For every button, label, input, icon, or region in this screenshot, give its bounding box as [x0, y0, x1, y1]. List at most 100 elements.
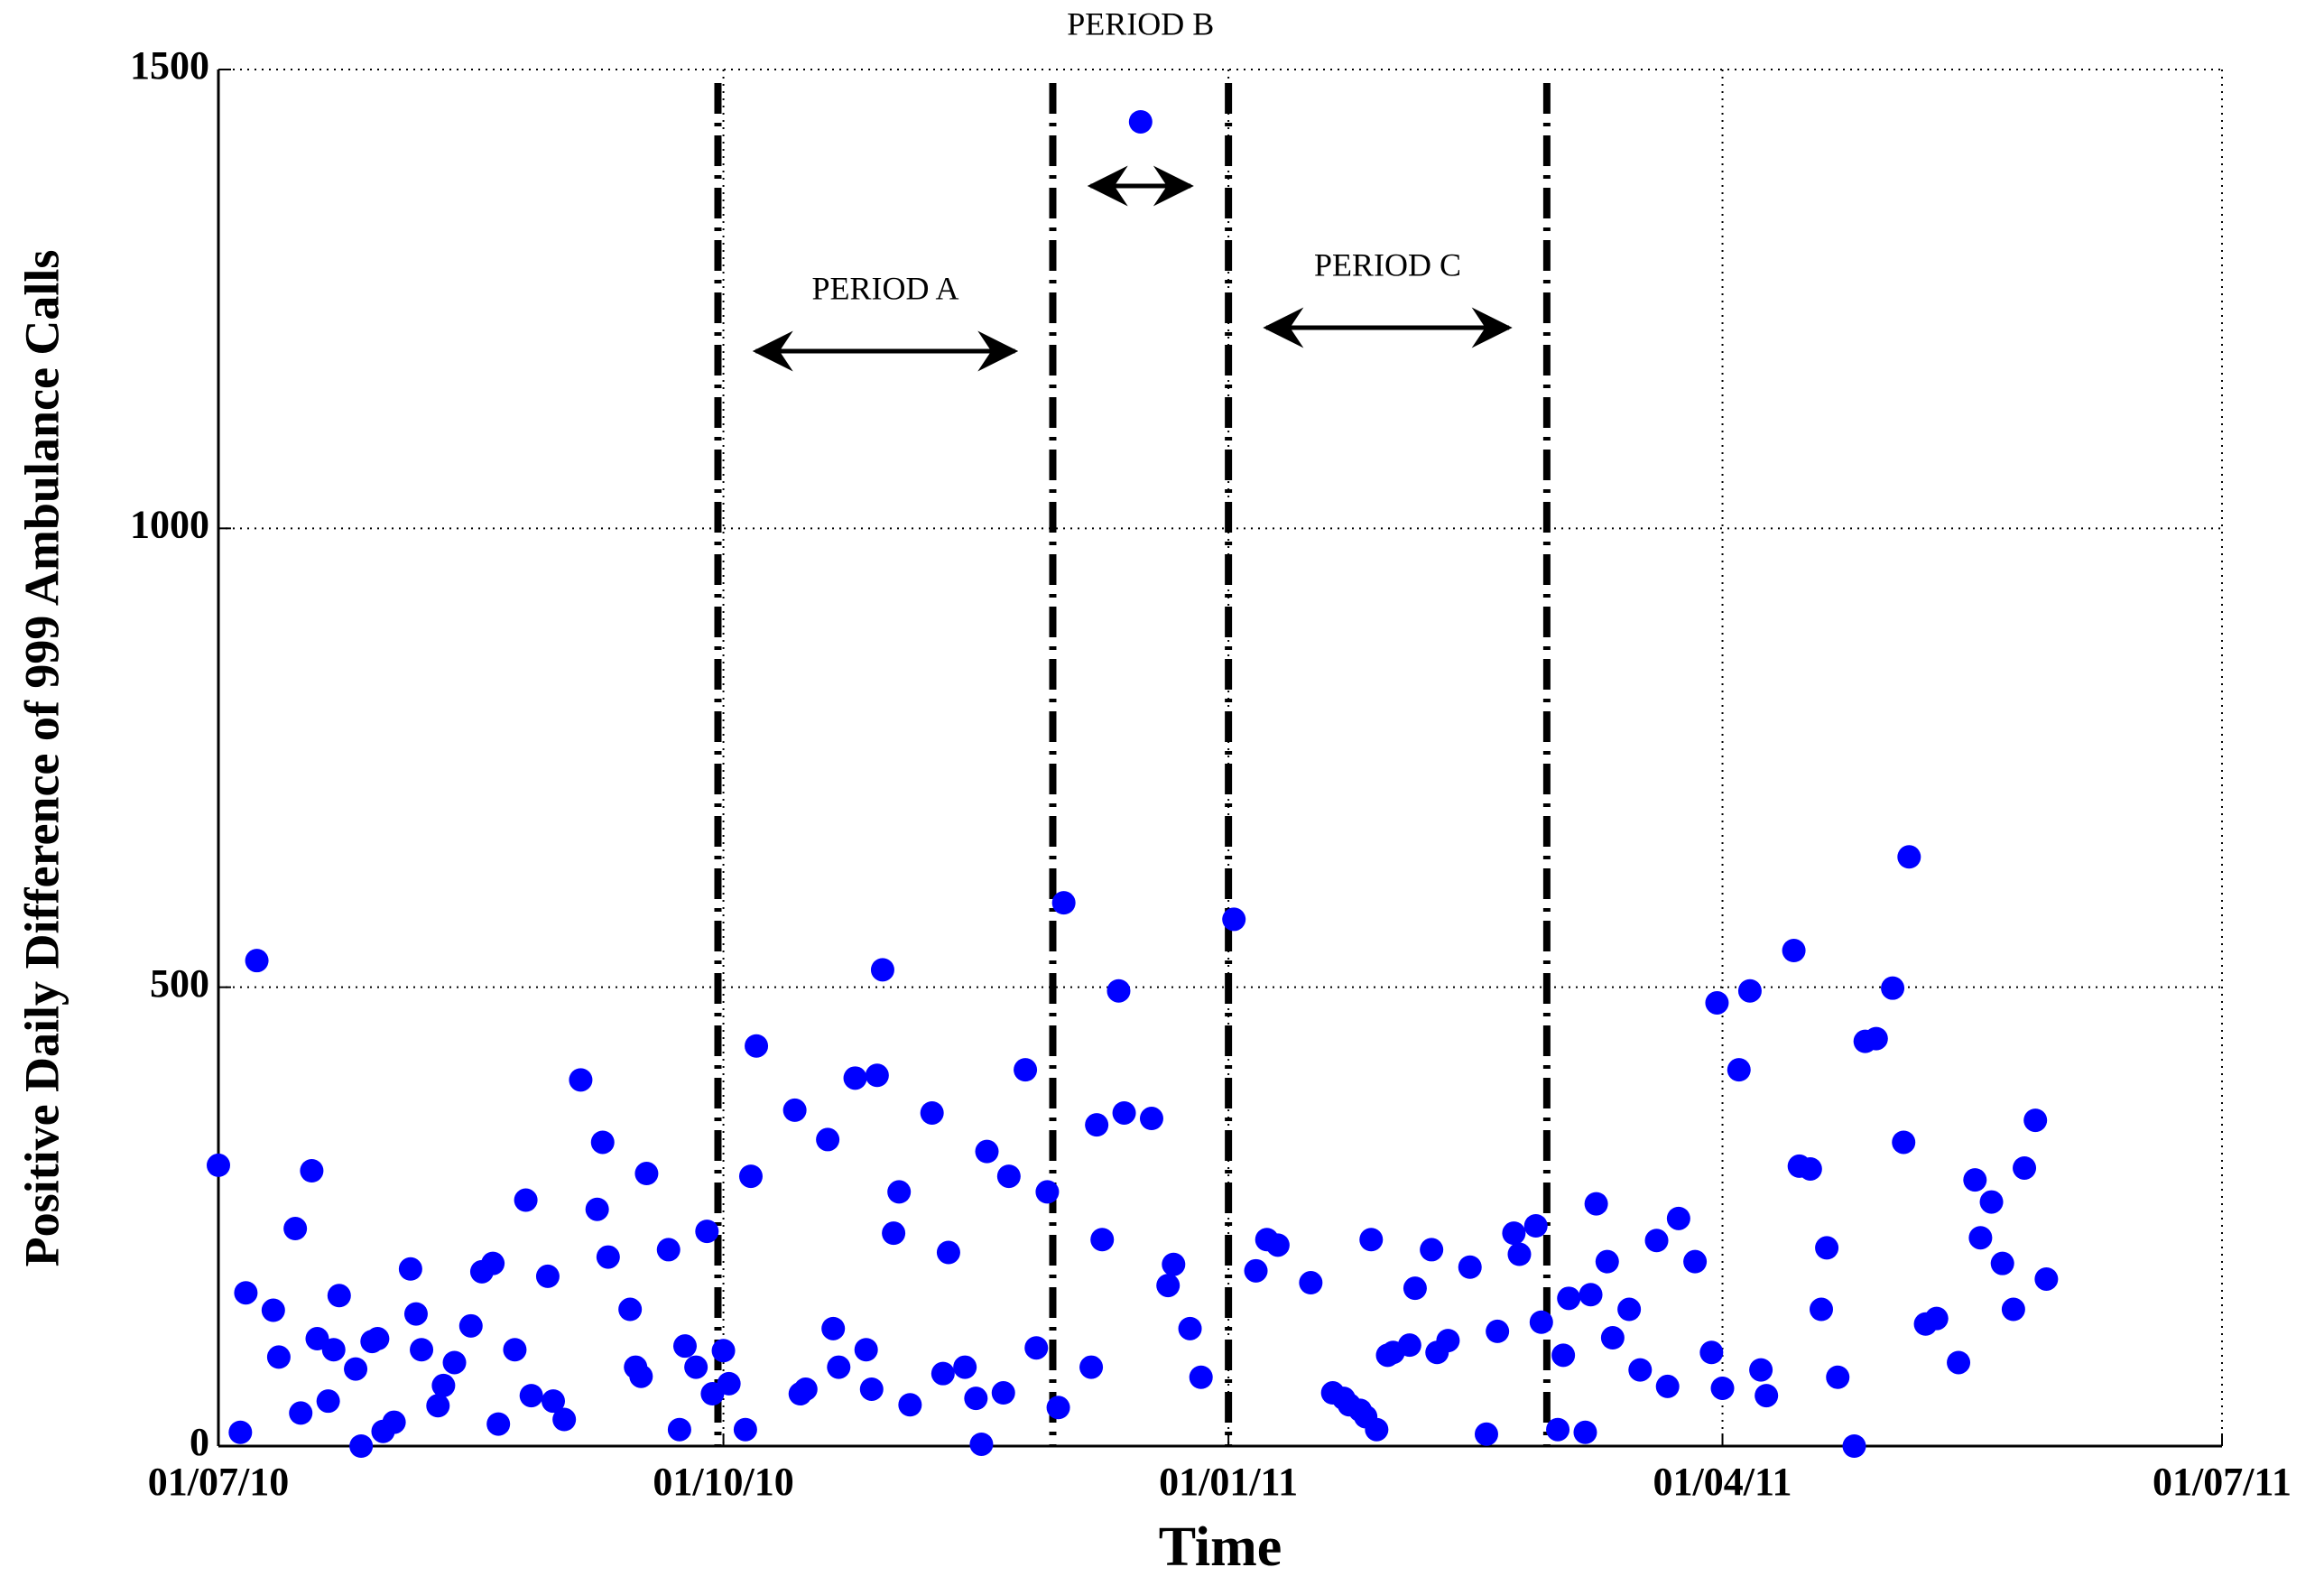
data-point — [816, 1127, 840, 1152]
data-point — [300, 1159, 324, 1183]
data-point — [542, 1389, 566, 1414]
data-point — [1727, 1058, 1751, 1082]
data-point — [1782, 939, 1806, 962]
data-point — [1112, 1100, 1136, 1125]
data-point — [344, 1357, 368, 1381]
data-point — [261, 1298, 285, 1322]
data-point — [289, 1401, 313, 1425]
data-point — [2013, 1155, 2037, 1180]
data-point — [1222, 907, 1246, 932]
data-point — [865, 1063, 889, 1088]
data-point — [535, 1264, 560, 1288]
data-point — [821, 1316, 846, 1340]
data-point — [1892, 1130, 1916, 1155]
data-point — [514, 1188, 538, 1212]
data-point — [1990, 1251, 2014, 1275]
data-point — [1595, 1249, 1619, 1274]
data-point — [1523, 1214, 1548, 1238]
data-point — [1162, 1252, 1186, 1276]
data-point — [1710, 1376, 1735, 1400]
y-tick-label: 1500 — [130, 43, 209, 88]
data-point — [316, 1389, 340, 1414]
data-point — [1600, 1326, 1625, 1350]
data-point — [711, 1339, 736, 1363]
data-point — [843, 1066, 867, 1090]
data-point — [854, 1338, 878, 1362]
data-point — [1699, 1340, 1724, 1365]
data-point — [442, 1350, 467, 1375]
data-point — [1529, 1310, 1553, 1334]
data-point — [1265, 1233, 1290, 1257]
data-point — [920, 1100, 944, 1125]
data-point — [1397, 1333, 1421, 1358]
data-point — [1046, 1396, 1070, 1420]
data-point — [859, 1377, 884, 1401]
data-point — [569, 1068, 593, 1092]
data-point — [1968, 1226, 1993, 1250]
data-point — [1051, 891, 1076, 915]
data-point — [870, 958, 894, 982]
data-point — [1502, 1221, 1526, 1246]
data-point — [234, 1281, 258, 1305]
data-point — [1139, 1107, 1163, 1131]
data-point — [1079, 1355, 1104, 1379]
data-point — [585, 1197, 609, 1221]
data-point — [1810, 1297, 1833, 1322]
data-point — [1584, 1192, 1608, 1216]
data-point — [1420, 1238, 1444, 1262]
x-tick-label: 01/07/11 — [2153, 1460, 2292, 1504]
data-point — [1244, 1258, 1268, 1283]
data-point — [590, 1130, 615, 1155]
data-point — [1963, 1168, 1987, 1192]
data-point — [964, 1387, 988, 1411]
data-point — [1189, 1365, 1213, 1389]
data-point — [1573, 1420, 1597, 1444]
x-tick-label: 01/10/10 — [653, 1460, 793, 1504]
y-tick-label: 1000 — [130, 502, 209, 546]
data-point — [266, 1345, 291, 1369]
data-point — [1035, 1180, 1060, 1204]
data-point — [1666, 1206, 1690, 1230]
x-axis-title: Time — [1159, 1516, 1282, 1578]
data-point — [283, 1217, 308, 1241]
data-point — [1755, 1384, 1779, 1408]
data-point — [782, 1098, 807, 1122]
data-point — [1436, 1329, 1460, 1353]
data-point — [1557, 1286, 1581, 1311]
data-point — [1507, 1242, 1532, 1266]
data-point — [618, 1297, 643, 1322]
data-point — [458, 1313, 483, 1338]
data-point — [733, 1417, 757, 1442]
x-tick-label: 01/04/11 — [1653, 1460, 1792, 1504]
data-point — [1178, 1316, 1202, 1340]
data-point — [991, 1381, 1015, 1405]
data-point — [327, 1284, 351, 1308]
data-point — [426, 1394, 450, 1418]
data-point — [1156, 1274, 1181, 1298]
data-point — [1798, 1156, 1822, 1181]
data-point — [882, 1221, 906, 1246]
x-tick-label: 01/07/10 — [148, 1460, 289, 1504]
data-point — [1299, 1271, 1323, 1295]
data-point — [629, 1364, 653, 1388]
data-point — [398, 1257, 422, 1281]
y-tick-label: 500 — [150, 961, 209, 1006]
data-point — [486, 1412, 511, 1436]
data-point — [1617, 1297, 1642, 1322]
data-point — [827, 1355, 851, 1379]
y-axis-title: Positive Daily Difference of 999 Ambulan… — [14, 250, 69, 1267]
data-point — [207, 1153, 230, 1177]
data-point — [1014, 1058, 1038, 1082]
data-point — [1474, 1422, 1498, 1446]
data-point — [793, 1377, 818, 1401]
data-point — [245, 949, 269, 973]
data-point — [969, 1432, 994, 1456]
data-point — [519, 1384, 543, 1408]
data-point — [1897, 845, 1921, 869]
data-point — [2023, 1108, 2048, 1133]
data-point — [1551, 1343, 1576, 1368]
data-point — [1683, 1249, 1708, 1274]
data-point — [1705, 990, 1729, 1015]
data-point — [684, 1355, 708, 1379]
